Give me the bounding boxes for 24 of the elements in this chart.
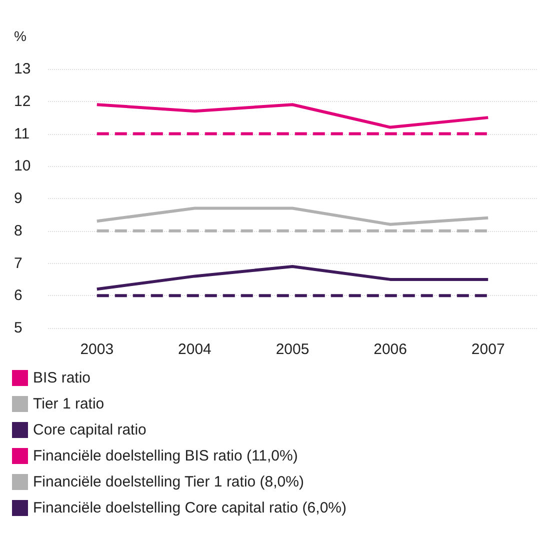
x-tick-label: 2004 xyxy=(178,341,212,358)
y-tick-label: 8 xyxy=(14,222,22,240)
y-tick-label: 13 xyxy=(14,60,31,78)
legend-label: Financiële doelstelling Tier 1 ratio (8,0%) xyxy=(33,474,304,490)
legend-label: BIS ratio xyxy=(33,370,91,386)
y-tick-label: 12 xyxy=(14,92,31,110)
x-tick-label: 2005 xyxy=(276,341,310,358)
x-tick-label: 2007 xyxy=(471,341,505,358)
y-tick-label: 10 xyxy=(14,158,31,175)
legend-label: Core capital ratio xyxy=(33,422,146,438)
y-tick-label: 7 xyxy=(14,254,22,272)
line-series xyxy=(95,206,490,226)
legend-label: Financiële doelstelling Core capital ratio (6,0%) xyxy=(33,500,346,516)
x-tick-label: 2006 xyxy=(374,341,407,358)
line-series xyxy=(95,264,490,291)
legend-label: Tier 1 ratio xyxy=(33,396,104,412)
y-tick-label: 6 xyxy=(14,287,22,304)
legend-label: Financiële doelstelling BIS ratio (11,0%) xyxy=(33,448,298,464)
y-tick-label: 11 xyxy=(14,125,30,142)
y-tick-label: 5 xyxy=(14,320,22,336)
y-axis-title: % xyxy=(14,28,26,44)
y-tick-label: 9 xyxy=(14,190,22,207)
x-tick-label: 2003 xyxy=(80,341,114,358)
line-series xyxy=(95,103,490,129)
